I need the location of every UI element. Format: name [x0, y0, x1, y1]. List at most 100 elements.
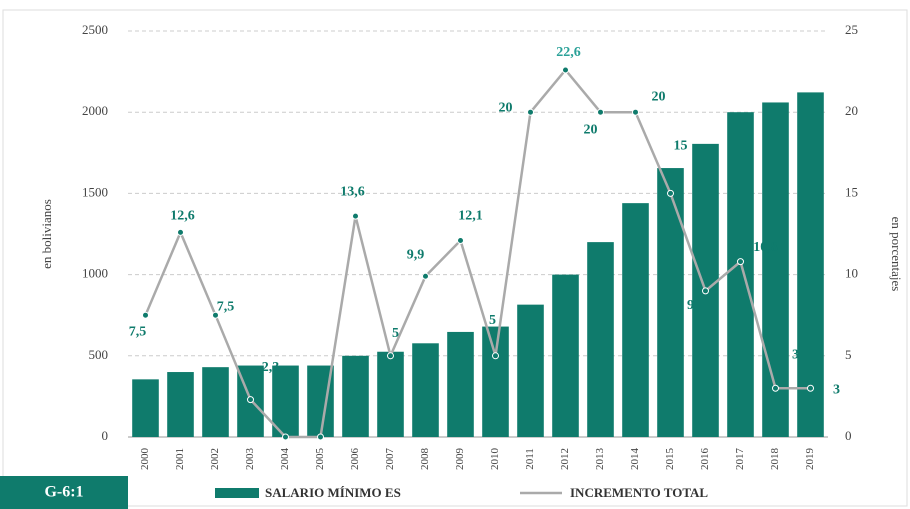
data-label: 20	[584, 122, 598, 137]
x-tick-label: 2002	[209, 448, 221, 470]
y-axis-label: en bolivianos	[39, 199, 54, 269]
x-tick-label: 2005	[314, 448, 326, 471]
y2-tick-label: 10	[845, 266, 858, 281]
point	[737, 258, 744, 266]
bar	[622, 203, 649, 437]
x-tick-label: 2012	[559, 448, 571, 470]
x-tick-label: 2019	[804, 448, 816, 471]
bar	[447, 331, 474, 437]
data-label: 10,8	[753, 240, 778, 255]
x-tick-label: 2007	[384, 448, 396, 471]
x-tick-label: 2013	[594, 448, 606, 471]
point	[212, 311, 219, 319]
x-tick-label: 2000	[139, 448, 151, 471]
point	[702, 287, 709, 295]
data-label: 0	[290, 424, 297, 439]
figure-label: G-6:1	[44, 484, 83, 501]
legend-label: SALARIO MÍNIMO ES	[265, 485, 401, 500]
bar	[727, 112, 754, 437]
y-tick-label: 2000	[82, 103, 108, 118]
x-tick-label: 2014	[629, 448, 641, 471]
point	[457, 236, 464, 244]
bar	[202, 367, 229, 437]
x-tick-label: 2018	[769, 448, 781, 471]
x-tick-label: 2008	[419, 448, 431, 471]
data-label: 3	[792, 347, 799, 362]
x-tick-label: 2011	[524, 448, 536, 470]
point	[632, 108, 639, 116]
bar	[762, 102, 789, 438]
x-tick-label: 2006	[349, 448, 361, 471]
bar	[132, 379, 159, 437]
data-label: 22,6	[556, 45, 581, 60]
data-label: 5	[489, 313, 496, 328]
bar	[377, 351, 404, 437]
data-label: 20	[499, 100, 513, 115]
x-tick-label: 2016	[699, 448, 711, 471]
y-tick-label: 1000	[82, 266, 108, 281]
y2-axis-label: en porcentajes	[889, 217, 904, 292]
point	[422, 272, 429, 280]
x-tick-label: 2003	[244, 448, 256, 471]
data-label: 5	[392, 326, 399, 341]
x-tick-label: 2004	[279, 448, 291, 471]
point	[527, 108, 534, 116]
bar	[657, 168, 684, 437]
data-label: 9	[687, 298, 694, 313]
x-tick-label: 2015	[664, 448, 676, 471]
bar	[272, 365, 299, 437]
figure-badge	[0, 476, 128, 509]
bar	[517, 304, 544, 437]
data-label: 9,9	[407, 247, 425, 262]
bar	[797, 92, 824, 437]
point	[667, 189, 674, 197]
y2-tick-label: 15	[845, 184, 858, 199]
legend-swatch	[215, 488, 259, 498]
point	[807, 384, 814, 392]
point	[772, 384, 779, 392]
point	[317, 433, 324, 441]
point	[352, 212, 359, 220]
bar	[167, 372, 194, 437]
x-tick-label: 2001	[174, 448, 186, 470]
point	[247, 396, 254, 404]
point	[492, 352, 499, 360]
y-tick-label: 500	[89, 347, 109, 362]
bar	[342, 355, 369, 437]
bar	[412, 343, 439, 437]
data-label: 0	[327, 424, 334, 439]
data-label: 3	[833, 382, 840, 397]
data-label: 12,6	[170, 209, 195, 224]
y2-tick-label: 0	[845, 428, 852, 443]
data-label: 12,1	[458, 209, 483, 224]
data-label: 7,5	[129, 324, 147, 339]
y-tick-label: 2500	[82, 22, 108, 37]
y-tick-label: 1500	[82, 184, 108, 199]
point	[142, 311, 149, 319]
y2-tick-label: 25	[845, 22, 858, 37]
data-label: 2,3	[262, 360, 280, 375]
legend-label: INCREMENTO TOTAL	[570, 485, 708, 500]
y-tick-label: 0	[102, 428, 109, 443]
y2-tick-label: 20	[845, 103, 858, 118]
bar	[587, 242, 614, 437]
x-tick-label: 2017	[734, 448, 746, 471]
point	[177, 228, 184, 236]
point	[597, 108, 604, 116]
bar	[482, 326, 509, 437]
x-tick-label: 2010	[489, 448, 501, 471]
data-label: 20	[652, 89, 666, 104]
data-label: 13,6	[340, 184, 365, 199]
point	[387, 352, 394, 360]
frame	[2, 9, 908, 507]
line	[144, 68, 811, 439]
point	[562, 66, 569, 74]
data-label: 7,5	[217, 299, 235, 314]
point	[282, 433, 289, 441]
data-label: 15	[674, 139, 688, 154]
y2-tick-label: 5	[845, 347, 852, 362]
bar	[552, 274, 579, 437]
x-tick-label: 2009	[454, 448, 466, 471]
